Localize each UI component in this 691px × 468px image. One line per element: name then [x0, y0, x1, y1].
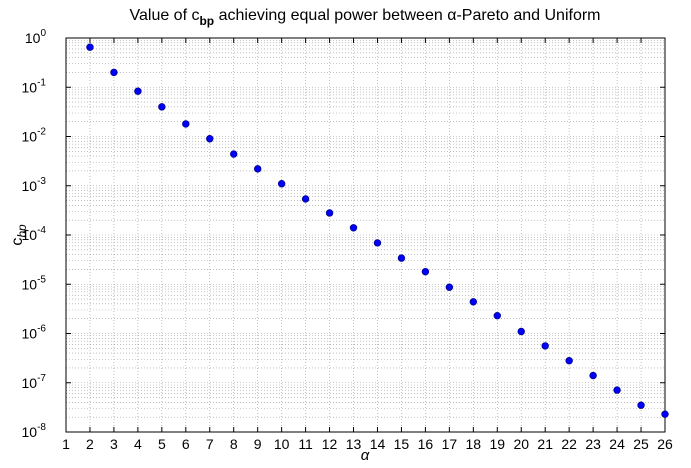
y-tick-base: 10 [22, 326, 38, 342]
x-tick-label: 21 [537, 436, 553, 452]
x-tick-label: 8 [230, 436, 238, 452]
y-tick-base: 10 [22, 129, 38, 145]
point [206, 135, 214, 143]
x-tick-label: 17 [442, 436, 458, 452]
x-tick-label: 1 [62, 436, 70, 452]
x-tick-label: 15 [394, 436, 410, 452]
point [86, 43, 94, 51]
point [421, 267, 430, 276]
point [469, 298, 478, 306]
x-tick-label: 14 [370, 436, 386, 452]
point [158, 103, 166, 111]
x-tick-label: 13 [346, 436, 362, 452]
point [301, 195, 310, 203]
point [517, 327, 525, 336]
x-tick-label: 26 [657, 436, 673, 452]
y-tick-label: 10-8 [22, 422, 47, 440]
title-part: Value of c [130, 7, 200, 24]
point [637, 401, 645, 409]
y-tick-exponent: -8 [37, 422, 46, 433]
x-tick-label: 16 [418, 436, 434, 452]
y-tick-label: 100 [25, 28, 47, 46]
y-tick-base: 10 [22, 79, 38, 95]
x-tick-label: 11 [298, 436, 313, 452]
point [253, 165, 262, 173]
point [397, 254, 406, 262]
x-tick-label: 2 [86, 436, 94, 452]
x-tick-label: 6 [182, 436, 190, 452]
point [541, 342, 549, 350]
x-tick-label: 24 [609, 436, 625, 452]
y-tick-exponent: -6 [37, 324, 46, 335]
chart-title: Value of cbp achieving equal power betwe… [130, 7, 601, 28]
title-part: achieving equal power between α-Pareto a… [214, 7, 600, 24]
point [613, 386, 621, 394]
x-axis-label: α [361, 447, 370, 464]
y-tick-base: 10 [25, 30, 41, 46]
point [230, 150, 238, 158]
y-tick-label: 10-3 [22, 176, 47, 194]
y-tick-exponent: -2 [37, 127, 46, 138]
y-label-subscript: bp [15, 224, 29, 238]
point [110, 68, 118, 77]
y-tick-exponent: -7 [37, 373, 46, 384]
x-tick-label: 20 [513, 436, 529, 452]
y-tick-label: 10-2 [22, 127, 47, 145]
y-tick-label: 10-1 [22, 77, 47, 95]
point [134, 87, 142, 95]
plot-frame [65, 37, 666, 433]
point [349, 224, 358, 232]
y-tick-label: 10-5 [22, 274, 47, 292]
point [661, 410, 669, 418]
x-tick-label: 12 [322, 436, 338, 452]
point [325, 209, 334, 217]
y-tick-label: 10-4 [22, 225, 47, 243]
y-tick-base: 10 [22, 424, 38, 440]
y-tick-label: 10-6 [22, 324, 47, 342]
point [277, 180, 286, 188]
x-tick-label: 7 [206, 436, 214, 452]
x-tick-label: 10 [274, 436, 290, 452]
y-axis-label: cbp [9, 224, 29, 246]
x-tick-label: 19 [489, 436, 505, 452]
x-tick-label: 5 [158, 436, 166, 452]
x-tick-label: 18 [466, 436, 482, 452]
y-tick-base: 10 [22, 178, 38, 194]
x-tick-label: 25 [633, 436, 649, 452]
point [493, 311, 501, 320]
y-tick-exponent: -4 [37, 225, 46, 236]
x-tick-label: 22 [561, 436, 577, 452]
point [182, 120, 190, 128]
y-tick-base: 10 [22, 375, 38, 391]
point [445, 283, 454, 291]
x-tick-label: 23 [585, 436, 601, 452]
y-tick-base: 10 [22, 276, 38, 292]
y-tick-exponent: -1 [37, 77, 46, 88]
y-tick-exponent: -3 [37, 176, 46, 187]
x-tick-label: 3 [110, 436, 118, 452]
x-tick-label: 9 [254, 436, 262, 452]
y-label-main: c [9, 238, 26, 246]
y-tick-exponent: 0 [40, 28, 46, 39]
y-tick-exponent: -5 [37, 274, 46, 285]
y-tick-label: 10-7 [22, 373, 47, 391]
y-tick-base: 10 [22, 227, 38, 243]
point [589, 371, 597, 380]
point [565, 357, 573, 365]
point [373, 239, 382, 247]
title-subscript: bp [199, 14, 214, 28]
x-tick-label: 4 [134, 436, 142, 452]
